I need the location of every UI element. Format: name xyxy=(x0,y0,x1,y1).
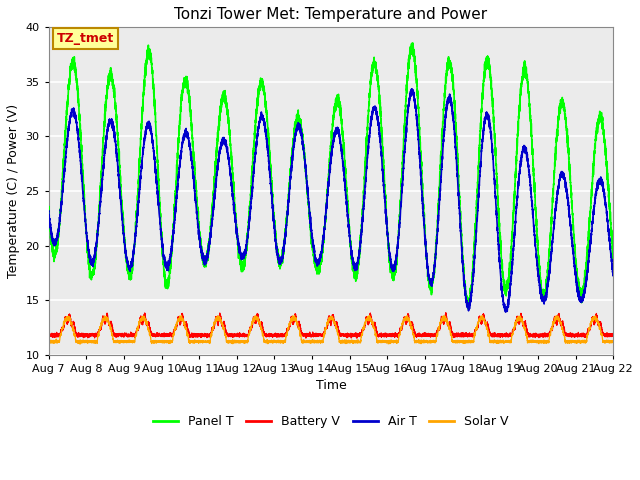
Legend: Panel T, Battery V, Air T, Solar V: Panel T, Battery V, Air T, Solar V xyxy=(148,410,514,433)
Title: Tonzi Tower Met: Temperature and Power: Tonzi Tower Met: Temperature and Power xyxy=(174,7,488,22)
Text: TZ_tmet: TZ_tmet xyxy=(57,32,115,45)
X-axis label: Time: Time xyxy=(316,379,346,392)
Y-axis label: Temperature (C) / Power (V): Temperature (C) / Power (V) xyxy=(7,104,20,278)
